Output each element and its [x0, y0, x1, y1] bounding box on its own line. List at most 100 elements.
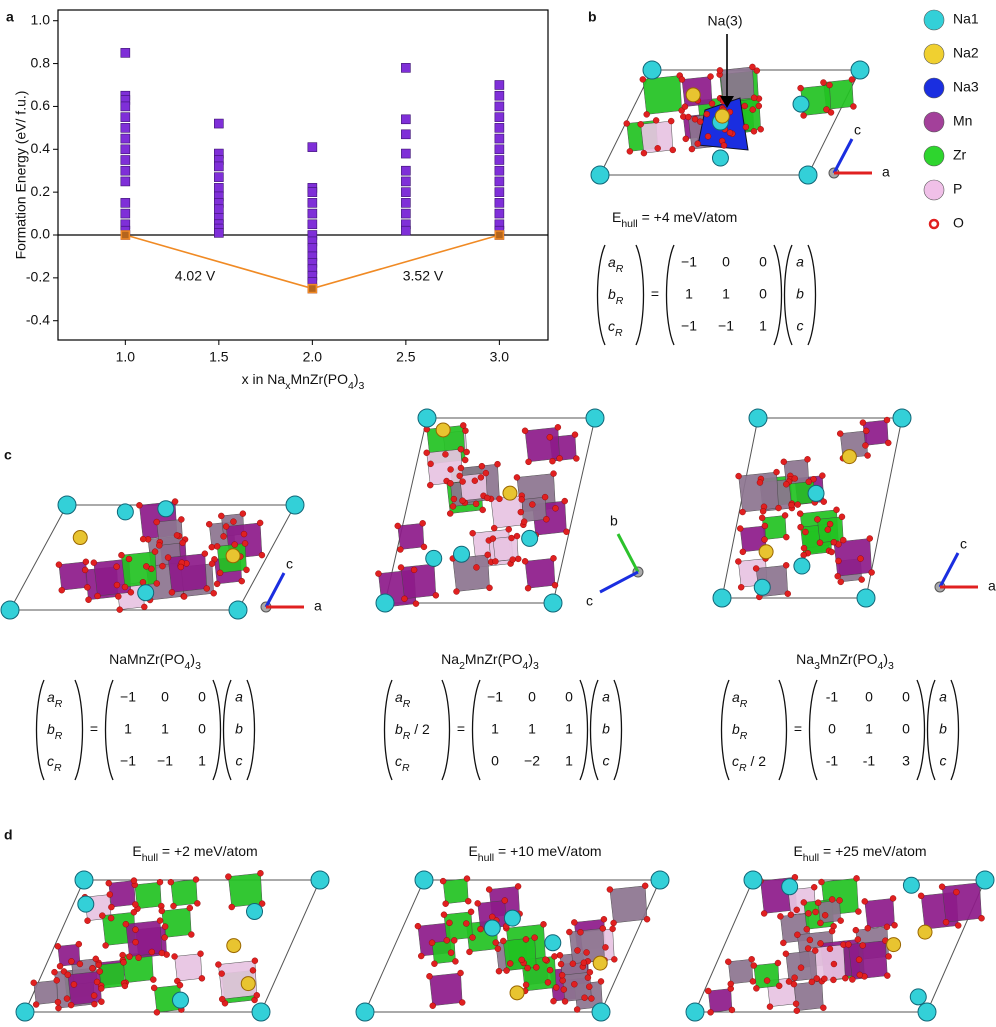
oxygen-atom — [866, 535, 873, 542]
na2-atom — [917, 924, 933, 940]
oxygen-atom — [76, 960, 84, 968]
oxygen-atom — [808, 978, 816, 986]
oxygen-atom — [426, 973, 433, 980]
na-atom — [975, 870, 995, 890]
oxygen-atom — [556, 952, 564, 959]
oxygen-atom — [610, 919, 617, 927]
oxygen-atom — [84, 917, 91, 924]
oxygen-atom — [102, 942, 109, 949]
formula-label-part: ) — [190, 651, 195, 667]
oxygen-atom — [842, 975, 849, 982]
oxygen-atom — [820, 79, 827, 86]
x-tick-label: 3.0 — [490, 349, 510, 365]
na-atom — [425, 549, 443, 567]
oxygen-atom — [583, 949, 590, 956]
oxygen-atom — [749, 106, 756, 113]
matrix-entry: 1 — [491, 721, 499, 737]
matrix-entry: 0 — [161, 689, 169, 705]
na2-atom — [592, 955, 608, 971]
matrix-entry: 0 — [865, 689, 873, 705]
oxygen-atom — [194, 900, 201, 907]
oxygen-atom — [588, 995, 595, 1002]
oxygen-atom — [667, 117, 675, 125]
oxygen-atom — [213, 543, 221, 550]
equals: = — [90, 721, 98, 737]
oxygen-atom — [442, 451, 449, 458]
oxygen-atom — [451, 937, 458, 944]
oxygen-atom — [414, 922, 422, 930]
na-atom — [453, 545, 471, 563]
oxygen-atom — [800, 551, 807, 559]
oxygen-atom — [419, 520, 426, 527]
oxygen-atom — [759, 508, 767, 515]
y-tick-label: 0.2 — [31, 183, 51, 199]
oxygen-atom — [457, 446, 465, 453]
oxygen-atom — [707, 1009, 714, 1016]
oxygen-atom — [561, 497, 568, 505]
oxygen-atom — [450, 495, 458, 503]
oxygen-atom — [440, 911, 448, 918]
oxygen-atom — [623, 120, 630, 127]
oxygen-atom — [75, 940, 83, 948]
na-atom — [793, 557, 811, 575]
na-atom — [157, 500, 175, 518]
oxygen-atom — [696, 118, 704, 125]
oxygen-atom — [150, 976, 157, 983]
oxygen-atom — [96, 968, 103, 975]
matrix-lhs-part: b — [395, 721, 403, 737]
oxygen-atom — [938, 883, 946, 890]
matrix-entry: −1 — [487, 689, 503, 705]
oxygen-atom — [580, 959, 588, 966]
voltage-label: 4.02 V — [175, 268, 216, 284]
oxygen-atom — [495, 968, 503, 975]
panel-label: c — [4, 447, 12, 463]
oxygen-atom — [716, 67, 724, 74]
ehull-label: Ehull = +10 meV/atom — [468, 843, 601, 864]
axis-label: a — [882, 164, 890, 180]
oxygen-atom — [179, 539, 186, 547]
matrix-lhs: bR — [732, 721, 748, 742]
matrix-rhs: c — [940, 753, 947, 769]
hull-point — [120, 230, 131, 240]
oxygen-atom — [58, 587, 65, 594]
y-tick-label: 0.6 — [31, 97, 51, 113]
oxygen-atom — [708, 100, 716, 107]
matrix-entry: 1 — [161, 721, 169, 737]
equals: = — [794, 721, 802, 737]
oxygen-atom — [787, 911, 795, 918]
oxygen-atom — [543, 516, 550, 523]
oxygen-atom — [439, 877, 447, 885]
oxygen-atom — [797, 84, 804, 92]
data-point — [401, 176, 411, 187]
oxygen-atom — [861, 898, 868, 905]
oxygen-atom — [170, 902, 177, 910]
data-point — [120, 165, 131, 176]
oxygen-atom — [688, 145, 696, 153]
oxygen-atom — [173, 532, 181, 539]
oxygen-atom — [176, 981, 184, 989]
oxygen-atom — [90, 992, 98, 999]
axis-label: c — [960, 536, 967, 552]
oxygen-atom — [855, 956, 863, 963]
matrix-lhs: aR — [395, 689, 411, 710]
structure-b — [590, 60, 870, 185]
formula-label-part: 2 — [459, 660, 465, 672]
ehull-label-part: = +2 meV/atom — [158, 843, 258, 859]
oxygen-atom — [854, 936, 862, 943]
data-point — [307, 208, 318, 219]
oxygen-atom — [30, 979, 37, 986]
na-atom — [246, 902, 264, 920]
na-atom — [711, 149, 729, 167]
oxygen-atom — [830, 976, 837, 984]
oxygen-atom — [569, 960, 577, 967]
data-point — [401, 187, 411, 197]
paren — [613, 679, 623, 781]
oxygen-atom — [151, 548, 159, 555]
legend-marker — [923, 77, 945, 99]
oxygen-atom — [704, 133, 712, 140]
oxygen-atom — [186, 904, 194, 912]
oxygen-atom — [749, 63, 756, 71]
oxygen-atom — [806, 936, 814, 944]
oxygen-atom — [420, 543, 428, 551]
